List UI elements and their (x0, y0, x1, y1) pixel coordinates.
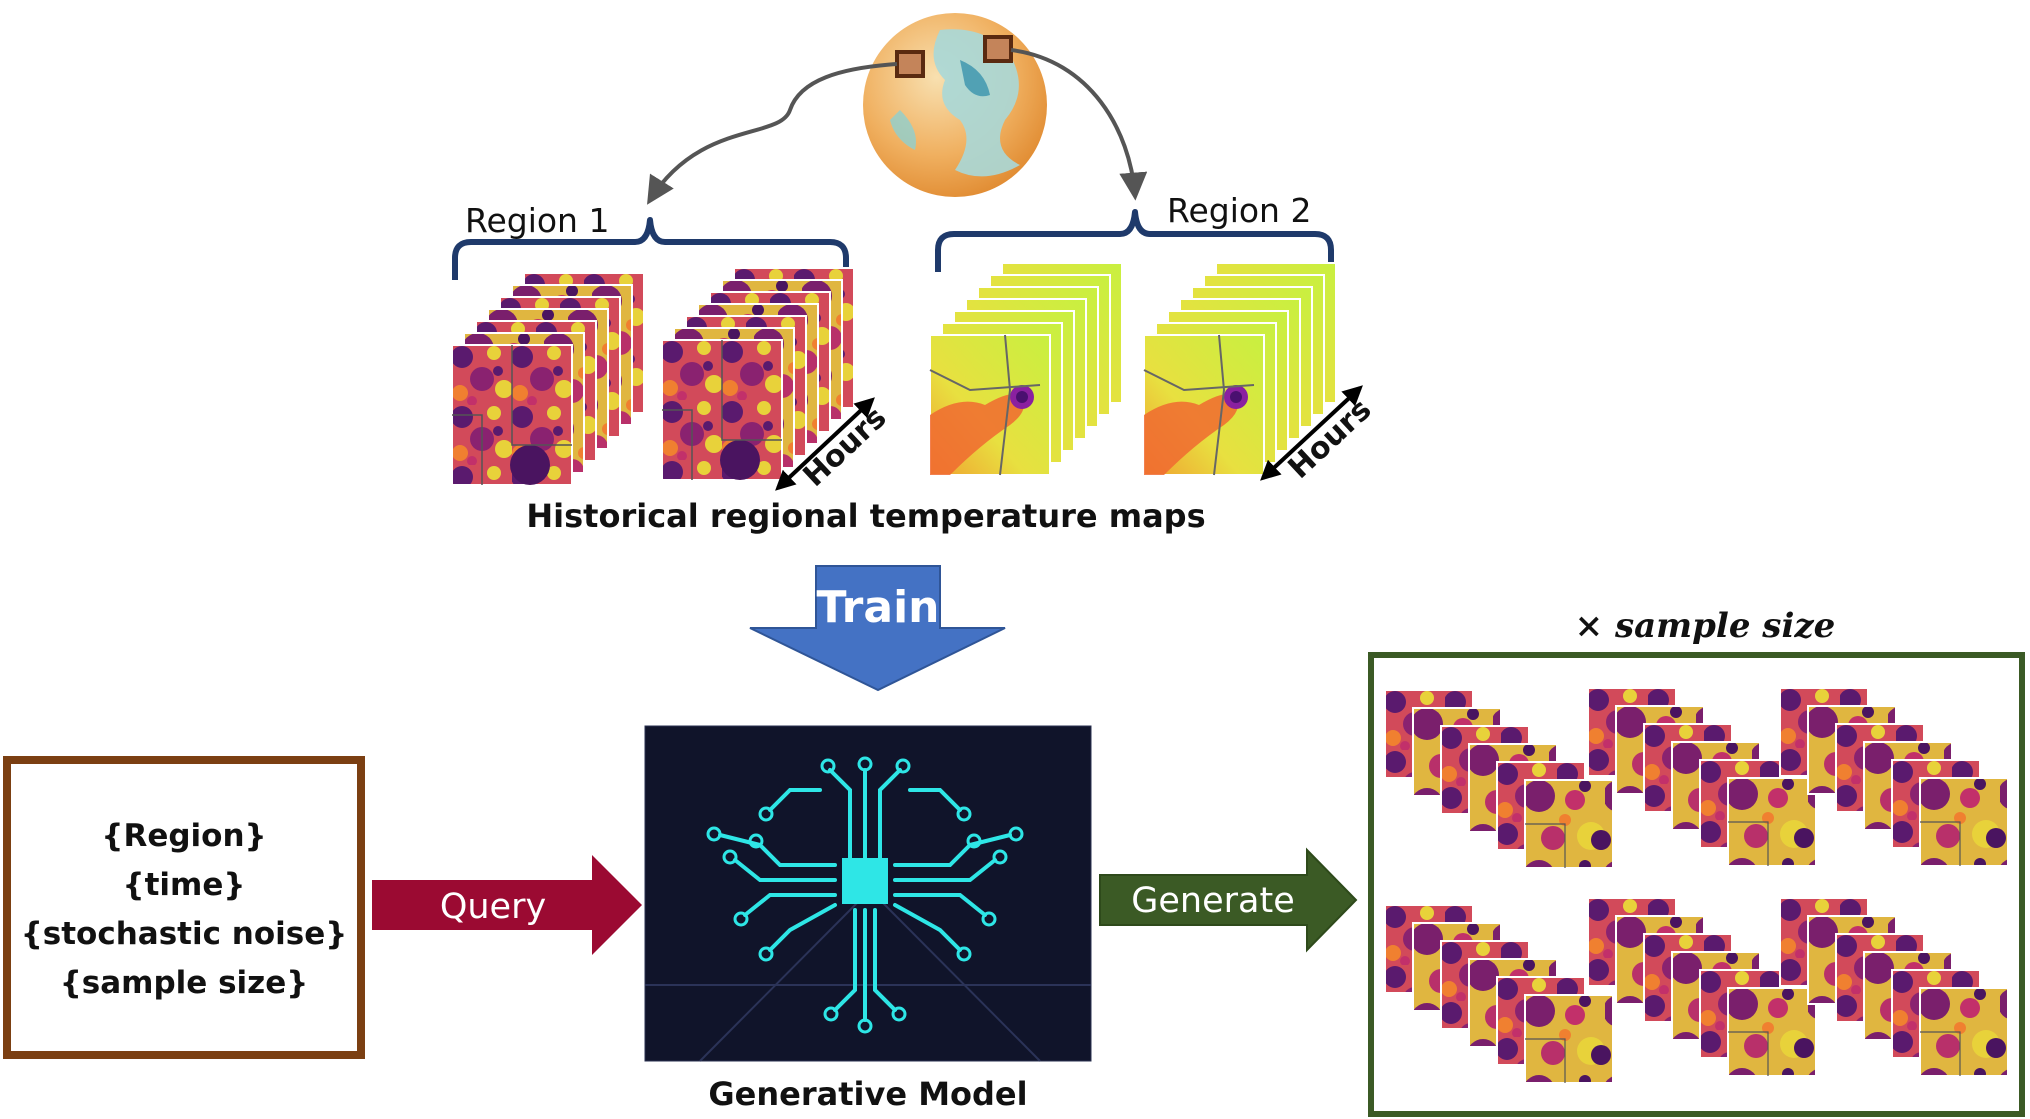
region-1-brace (452, 217, 849, 280)
output-sample-size-label: × sample size (1575, 606, 1836, 646)
query-line-sample-size: {sample size} (60, 965, 309, 1001)
query-line-region: {Region} (101, 818, 266, 854)
region-1-marker (895, 50, 925, 78)
region-2-map-stack-a (929, 262, 1123, 476)
globe-icon (863, 13, 1047, 197)
region-2-marker (983, 35, 1013, 63)
query-label: Query (440, 887, 546, 927)
query-line-noise: {stochastic noise} (21, 916, 348, 952)
generated-samples-box (1368, 652, 2025, 1117)
generate-arrow: Generate (1099, 847, 1358, 953)
region-1-label: Region 1 (465, 201, 609, 240)
query-box: {Region} {time} {stochastic noise} {samp… (3, 756, 365, 1059)
chip-icon (842, 858, 888, 904)
region-2-brace (935, 209, 1334, 272)
generative-model-image (644, 725, 1092, 1062)
train-arrow: Train (749, 565, 1006, 692)
model-label: Generative Model (708, 1075, 1027, 1113)
region-1-map-stack-a (451, 272, 645, 486)
region-1-connector (647, 62, 898, 205)
region-2-label: Region 2 (1167, 191, 1311, 230)
region-2-connector (1010, 48, 1148, 201)
generate-label: Generate (1131, 881, 1294, 921)
maps-caption: Historical regional temperature maps (526, 497, 1205, 535)
query-line-time: {time} (123, 867, 246, 903)
query-arrow: Query (372, 855, 642, 955)
train-label: Train (817, 582, 940, 633)
